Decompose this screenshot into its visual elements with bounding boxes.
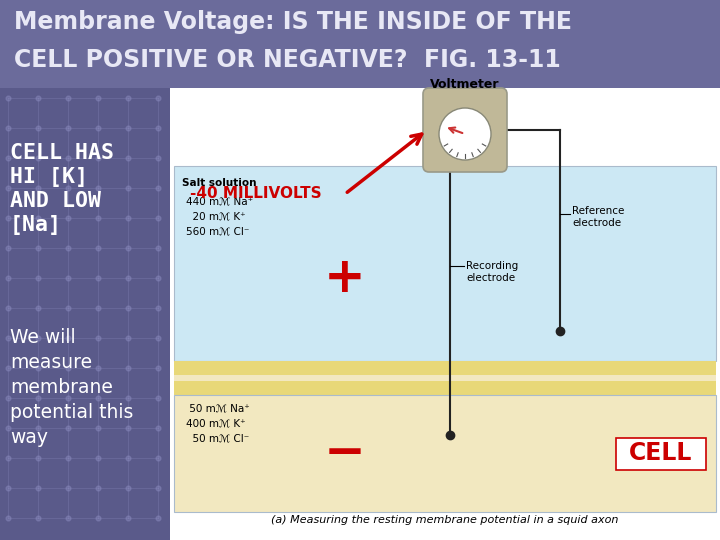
Text: Salt solution: Salt solution [182,178,256,188]
Text: 560 mℳ Cl⁻: 560 mℳ Cl⁻ [186,226,249,236]
Bar [174,361,716,375]
Bar [616,437,706,469]
Text: CELL: CELL [629,442,693,465]
Text: 20 mℳ K⁺: 20 mℳ K⁺ [186,211,246,221]
Bar [174,395,716,512]
Bar [170,88,720,540]
Text: 440 mℳ Na⁺: 440 mℳ Na⁺ [186,196,253,206]
Text: 400 mℳ K⁺: 400 mℳ K⁺ [186,418,246,428]
Text: +: + [324,254,366,302]
Text: -40 MILLIVOLTS: -40 MILLIVOLTS [190,186,322,201]
Bar [174,381,716,395]
Text: CELL POSITIVE OR NEGATIVE?  FIG. 13-11: CELL POSITIVE OR NEGATIVE? FIG. 13-11 [14,48,561,72]
Bar [174,375,716,381]
Bar [0,0,720,88]
Text: Reference
electrode: Reference electrode [572,206,624,227]
Circle shape [439,108,491,160]
FancyBboxPatch shape [423,88,507,172]
Text: We will
measure
membrane
potential this
way: We will measure membrane potential this … [10,328,133,447]
Text: Membrane Voltage: IS THE INSIDE OF THE: Membrane Voltage: IS THE INSIDE OF THE [14,10,572,34]
Text: −: − [324,429,366,477]
Text: Recording
electrode: Recording electrode [466,261,518,282]
Bar [0,88,170,540]
Text: 50 mℳ Cl⁻: 50 mℳ Cl⁻ [186,433,249,443]
Text: CELL HAS
HI [K]
AND LOW
[Na]: CELL HAS HI [K] AND LOW [Na] [10,143,114,235]
Text: 50 mℳ Na⁺: 50 mℳ Na⁺ [186,403,250,413]
Text: Voltmeter: Voltmeter [431,78,500,91]
Bar [174,166,716,361]
Text: (a) Measuring the resting membrane potential in a squid axon: (a) Measuring the resting membrane poten… [271,515,618,525]
